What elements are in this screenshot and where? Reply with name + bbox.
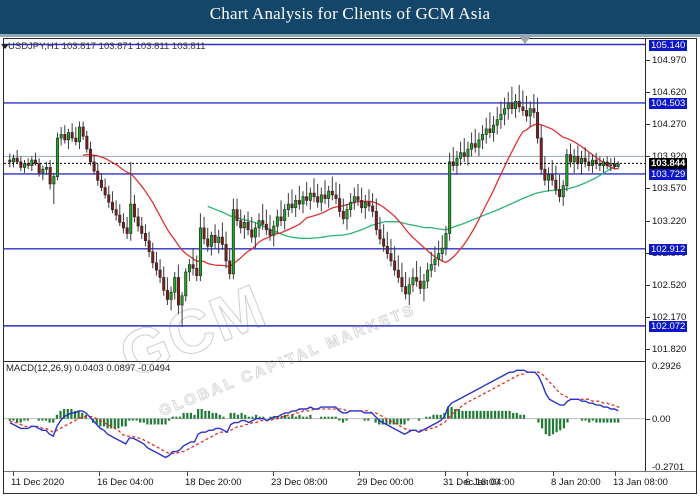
axis-tick	[646, 252, 650, 254]
title-underline	[0, 34, 700, 37]
time-tick-label: 8 Jan 20:00	[551, 477, 601, 488]
axis-tick	[359, 471, 360, 476]
time-tick-label: 13 Jan 08:00	[613, 477, 668, 488]
chart-frame: 104.970 104.620 104.270 103.920 103.570 103.2…	[3, 38, 697, 494]
macd-tick-label: 0.00	[652, 413, 671, 425]
price-tick-label: 103.220	[652, 215, 687, 227]
axis-tick	[646, 92, 650, 94]
bottom-divider	[4, 471, 696, 472]
axis-tick	[646, 284, 650, 286]
price-tick-label: 102.520	[652, 279, 687, 291]
current-price-label: 103.844	[649, 158, 688, 170]
price-tick-label: 103.920	[652, 151, 687, 163]
axis-tick	[273, 471, 274, 476]
macd-indicator-label: MACD(12,26,9) 0.0403 0.0897 -0.0494	[6, 363, 171, 374]
axis-tick	[646, 60, 650, 62]
macd-pane[interactable]	[4, 362, 645, 471]
axis-tick	[99, 471, 100, 476]
axis-tick	[615, 471, 616, 476]
price-tick-label: 104.270	[652, 119, 687, 131]
axis-tick	[646, 124, 650, 126]
axis-tick	[646, 316, 650, 318]
price-tick-label: 102.170	[652, 311, 687, 323]
price-level-label: 105.140	[649, 39, 688, 51]
macd-chart-svg	[4, 369, 645, 459]
axis-tick	[445, 471, 446, 476]
price-tick-label: 104.970	[652, 55, 687, 67]
axis-tick	[646, 156, 650, 158]
price-tick-label: 104.620	[652, 87, 687, 99]
macd-tick-label: -0.2701	[652, 462, 685, 473]
macd-tick-label: 0.2926	[652, 361, 682, 372]
time-tick-label: 11 Dec 2020	[11, 477, 65, 488]
title-bar: Chart Analysis for Clients of GCM Asia	[0, 0, 700, 34]
price-level-label: 104.503	[649, 97, 688, 109]
axis-divider	[645, 39, 646, 471]
time-tick-label: 6 Jan 04:00	[465, 477, 515, 488]
axis-tick	[187, 471, 188, 476]
axis-tick	[646, 220, 650, 222]
price-level-label: 103.729	[649, 168, 688, 180]
chart-marker-icon[interactable]	[519, 36, 531, 44]
time-tick-label: 23 Dec 08:00	[271, 477, 328, 488]
time-tick-label: 16 Dec 04:00	[97, 477, 154, 488]
time-axis[interactable]: 11 Dec 2020 16 Dec 04:00 18 Dec 20:00 23 De…	[3, 471, 697, 497]
time-tick-label: 18 Dec 20:00	[185, 477, 242, 488]
time-tick-label: 31 Dec 16:00	[443, 477, 500, 488]
axis-tick	[13, 471, 14, 476]
price-tick-label: 103.570	[652, 183, 687, 195]
price-level-label: 102.072	[649, 320, 688, 332]
axis-tick	[646, 188, 650, 190]
price-pane[interactable]	[4, 39, 645, 360]
price-chart-svg	[4, 43, 645, 327]
page-title: Chart Analysis for Clients of GCM Asia	[209, 4, 491, 23]
axis-tick	[646, 418, 650, 420]
axis-tick	[646, 348, 650, 350]
axis-tick	[553, 471, 554, 476]
price-level-label: 102.912	[649, 243, 688, 255]
symbol-quote-label: USDJPY,H1 103.817 103.871 103.811 103.81…	[8, 41, 206, 52]
price-tick-label: 101.820	[652, 343, 687, 355]
axis-tick	[467, 471, 468, 476]
price-axis[interactable]: 104.970 104.620 104.270 103.920 103.570 103.2…	[646, 39, 696, 473]
pane-divider	[4, 361, 645, 362]
time-tick-label: 29 Dec 00:00	[357, 477, 414, 488]
chart-dropdown-icon[interactable]	[1, 44, 9, 49]
